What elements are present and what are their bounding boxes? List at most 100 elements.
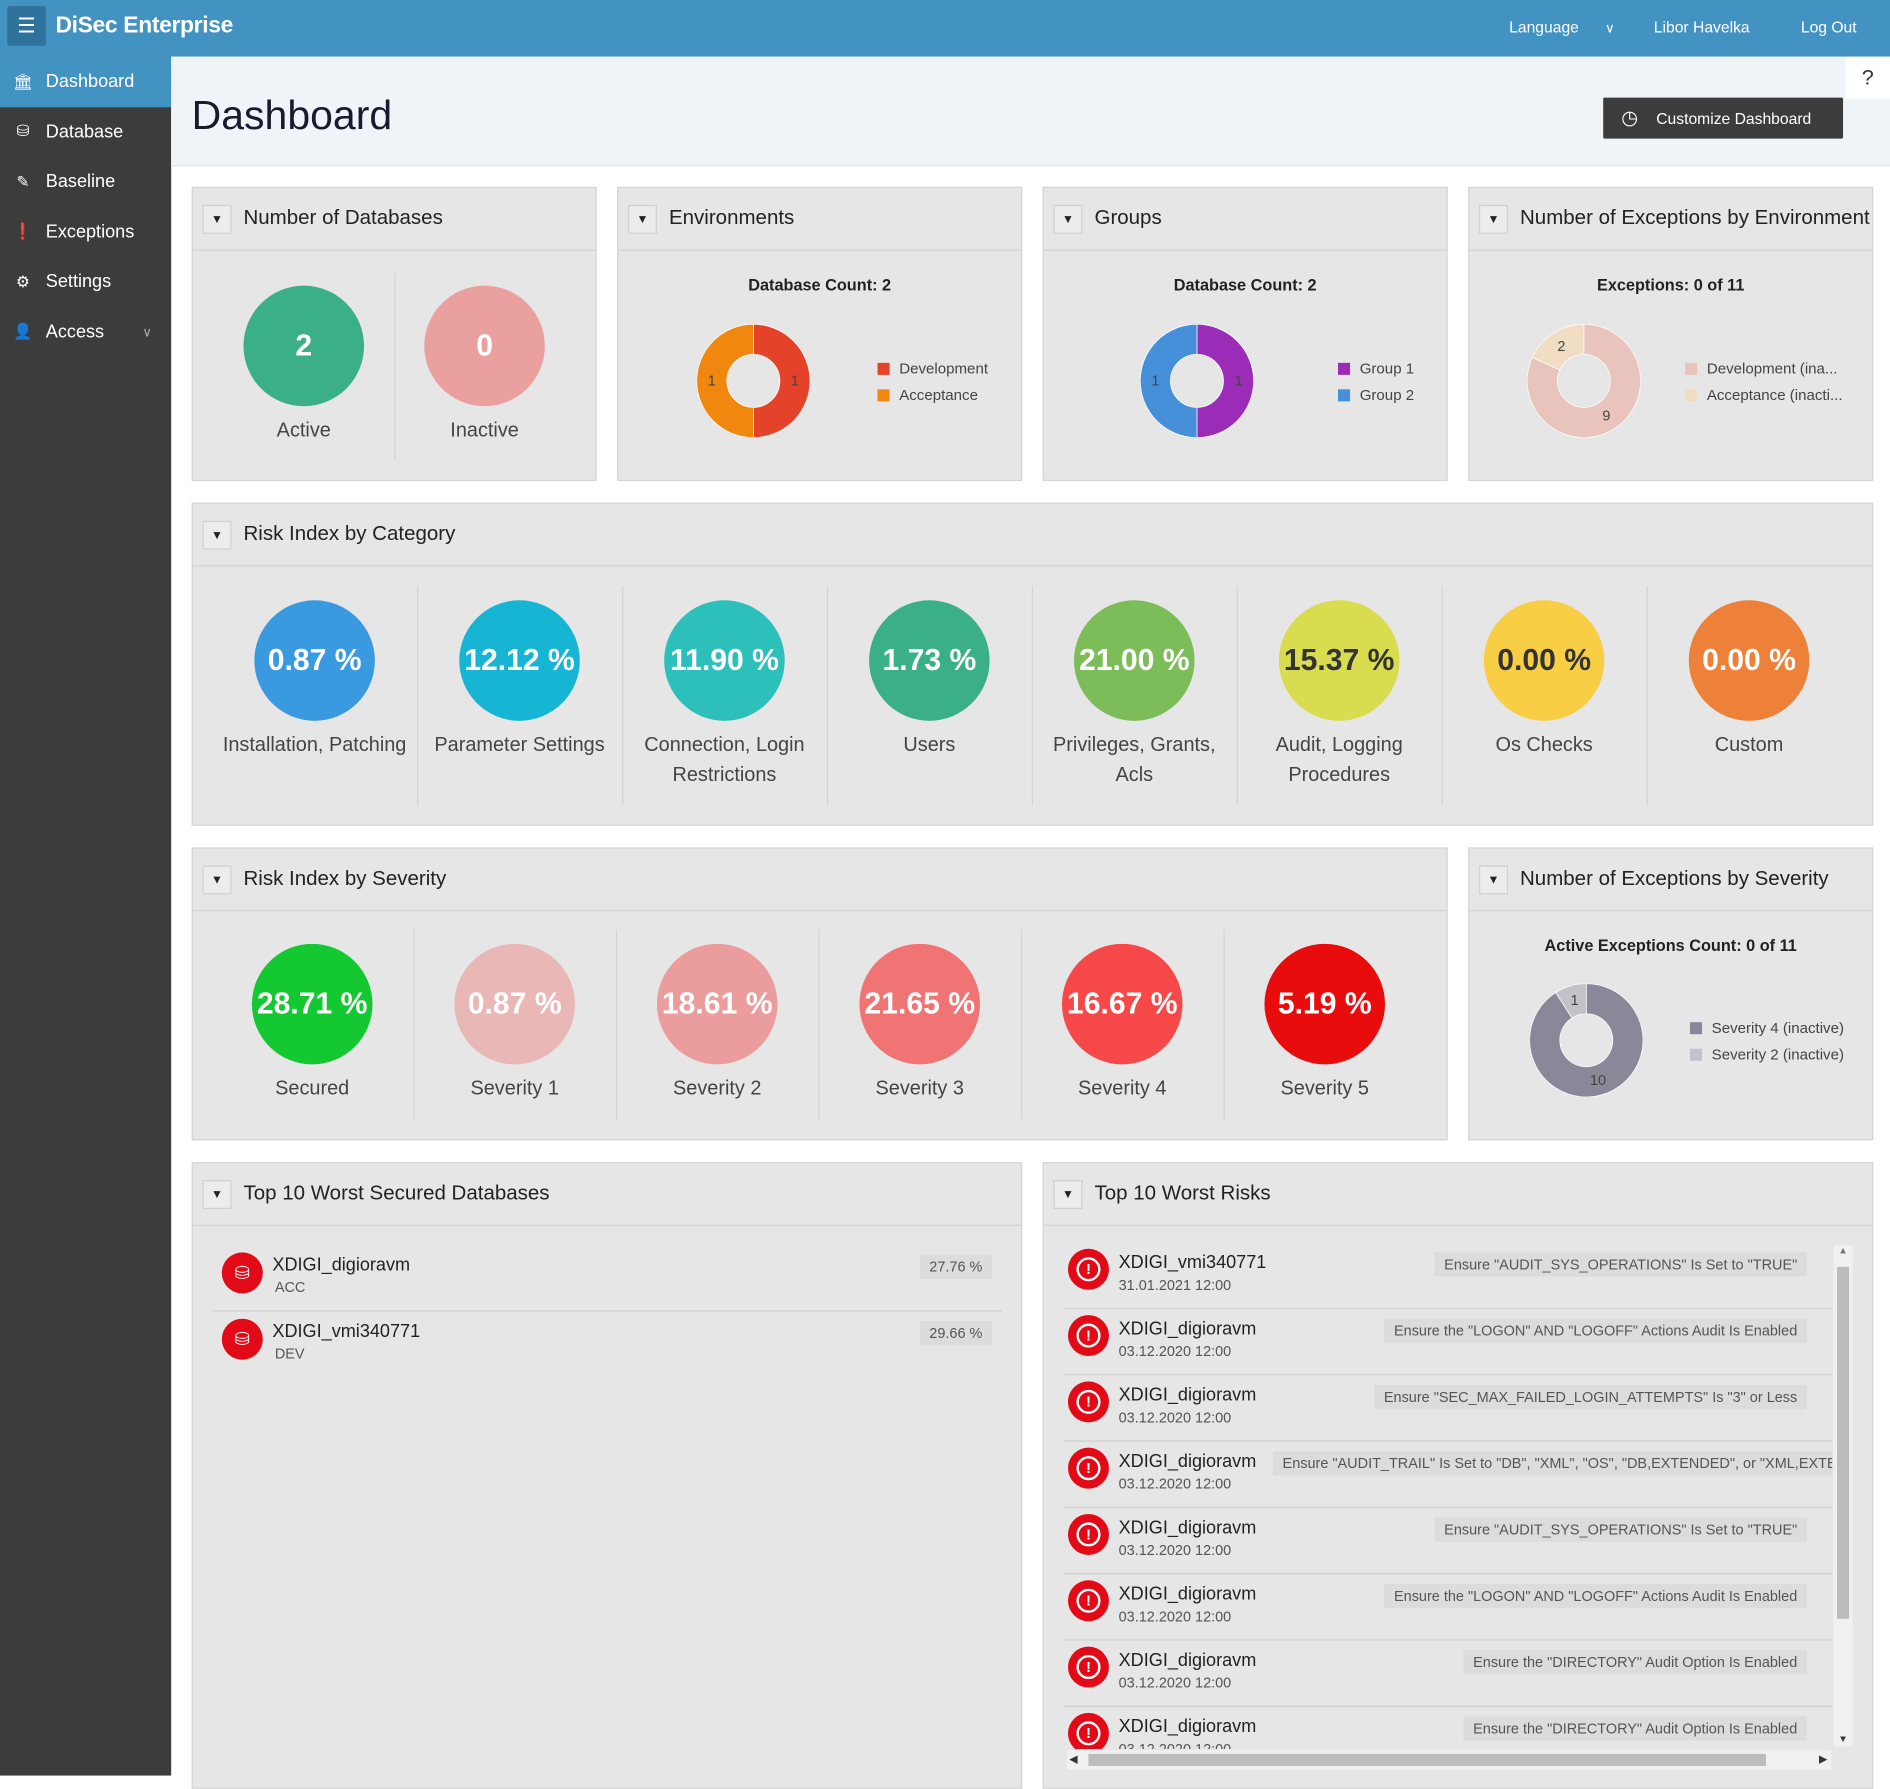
user-lock-icon: 👤 [13, 322, 33, 341]
collapse-toggle-caret-icon[interactable]: ▼ [1479, 204, 1508, 234]
card-worst-risks: ▼ Top 10 Worst Risks ! XDIGI_vmi340771 3… [1042, 1162, 1874, 1789]
risk-severity-circle[interactable]: 21.65 % [859, 943, 980, 1065]
page-header: Dashboard ? ◷ Customize Dashboard [171, 56, 1890, 167]
legend-label: Severity 4 (inactive) [1711, 1019, 1844, 1037]
risk-row[interactable]: ! XDIGI_digioravm 03.12.2020 12:00 Ensur… [1063, 1508, 1833, 1575]
collapse-toggle-caret-icon[interactable]: ▼ [202, 204, 232, 234]
chart-title: Database Count: 2 [1173, 276, 1317, 295]
risk-row[interactable]: ! XDIGI_vmi340771 31.01.2021 12:00 Ensur… [1063, 1243, 1833, 1310]
vertical-scroll-thumb[interactable] [1837, 1266, 1850, 1619]
card-header: ▼ Risk Index by Severity [192, 849, 1447, 912]
sidebar-item-access[interactable]: 👤 Access ∨ [0, 307, 171, 357]
collapse-toggle-caret-icon[interactable]: ▼ [202, 865, 232, 895]
menu-toggle-button[interactable]: ☰ [7, 6, 46, 46]
scroll-down-arrow-icon[interactable]: ▼ [1838, 1733, 1848, 1745]
collapse-toggle-caret-icon[interactable]: ▼ [1053, 1180, 1083, 1210]
donut-chart: 92 [1527, 324, 1641, 438]
donut-slice[interactable] [1555, 983, 1587, 1019]
risk-percentage-badge: 27.76 % [919, 1254, 993, 1279]
legend-item[interactable]: Severity 2 (inactive) [1689, 1046, 1844, 1063]
risk-category-circle[interactable]: 0.87 % [254, 600, 375, 721]
database-name: XDIGI_vmi340771 [272, 1321, 421, 1342]
customize-dashboard-button[interactable]: ◷ Customize Dashboard [1603, 97, 1844, 139]
sidebar-item-baseline[interactable]: ✎ Baseline [0, 157, 171, 207]
card-header: ▼ Number of Exceptions by Severity [1469, 849, 1872, 912]
risk-date: 31.01.2021 12:00 [1118, 1276, 1232, 1294]
risk-category-circle[interactable]: 21.00 % [1074, 600, 1195, 721]
risk-percentage-badge: 29.66 % [919, 1321, 993, 1346]
risk-severity-label: Severity 4 [1078, 1077, 1167, 1100]
risk-date: 03.12.2020 12:00 [1118, 1475, 1232, 1493]
user-name-link[interactable]: Libor Havelka [1653, 18, 1750, 37]
donut-slice[interactable] [1527, 324, 1641, 438]
legend-item[interactable]: Development [877, 360, 988, 377]
risk-category-label: Connection, Login Restrictions [644, 734, 805, 786]
risk-row[interactable]: ! XDIGI_digioravm 03.12.2020 12:00 Ensur… [1063, 1309, 1833, 1376]
donut-slice[interactable] [1529, 983, 1643, 1097]
legend-item[interactable]: Group 1 [1337, 360, 1414, 377]
risk-severity-circle[interactable]: 28.71 % [251, 943, 373, 1065]
legend-item[interactable]: Acceptance [877, 387, 978, 404]
risk-severity-circle[interactable]: 16.67 % [1061, 943, 1183, 1065]
collapse-toggle-caret-icon[interactable]: ▼ [202, 520, 232, 550]
language-dropdown[interactable]: Language ∨ [1509, 18, 1615, 36]
horizontal-scroll-thumb[interactable] [1088, 1753, 1766, 1766]
risk-severity-circle[interactable]: 5.19 % [1264, 943, 1386, 1065]
risk-row[interactable]: ! XDIGI_digioravm 03.12.2020 12:00 Ensur… [1063, 1641, 1833, 1707]
help-button[interactable]: ? [1845, 56, 1890, 99]
donut-slice[interactable] [1196, 324, 1254, 438]
risk-title-badge: Ensure the "LOGON" AND "LOGOFF" Actions … [1384, 1583, 1807, 1609]
card-environments: ▼ Environments Database Count: 2 1 1 Develo… [617, 186, 1023, 481]
risk-severity-circle[interactable]: 18.61 % [656, 943, 778, 1065]
scroll-up-arrow-icon[interactable]: ▲ [1838, 1245, 1848, 1257]
sidebar-item-database[interactable]: ⛁ Database [0, 107, 171, 157]
database-row[interactable]: ⛁ XDIGI_vmi340771 DEV 29.66 % [212, 1311, 1002, 1377]
risk-category-circle[interactable]: 12.12 % [459, 600, 580, 721]
risk-row[interactable]: ! XDIGI_digioravm 03.12.2020 12:00 Ensur… [1063, 1375, 1833, 1442]
donut-slice[interactable] [1140, 324, 1198, 438]
legend-item[interactable]: Severity 4 (inactive) [1689, 1019, 1844, 1037]
collapse-toggle-caret-icon[interactable]: ▼ [202, 1180, 232, 1210]
chart-title: Database Count: 2 [748, 276, 892, 295]
risk-category-circle[interactable]: 0.00 % [1483, 600, 1605, 721]
divider [413, 929, 415, 1120]
risk-category-circle[interactable]: 0.00 % [1688, 600, 1810, 721]
sidebar-item-settings[interactable]: ⚙ Settings [0, 257, 171, 307]
donut-slice[interactable] [696, 324, 754, 438]
legend-item[interactable]: Acceptance (inacti... [1685, 387, 1843, 404]
card-title: Number of Exceptions by Environment [1520, 206, 1870, 230]
horizontal-scrollbar[interactable]: ◀ ▶ [1066, 1750, 1832, 1770]
risk-severity-label: Severity 2 [672, 1077, 762, 1100]
scroll-left-arrow-icon[interactable]: ◀ [1069, 1752, 1078, 1765]
risk-row[interactable]: ! XDIGI_digioravm 03.12.2020 12:00 Ensur… [1063, 1442, 1833, 1508]
database-name: XDIGI_digioravm [1118, 1583, 1257, 1605]
database-row[interactable]: ⛁ XDIGI_digioravm ACC 27.76 % [212, 1245, 1002, 1312]
risk-value: 12.12 % [464, 643, 575, 677]
scroll-right-arrow-icon[interactable]: ▶ [1819, 1752, 1828, 1765]
slice-value-label: 2 [1557, 339, 1565, 355]
collapse-toggle-caret-icon[interactable]: ▼ [628, 204, 657, 234]
metric-circle-active[interactable]: 2 [243, 285, 365, 407]
risk-category-circle[interactable]: 15.37 % [1278, 600, 1400, 721]
exclamation-circle-icon: ! [1067, 1580, 1109, 1622]
speedometer-icon: ◷ [1621, 108, 1639, 129]
risk-row[interactable]: ! XDIGI_digioravm 03.12.2020 12:00 Ensur… [1063, 1574, 1833, 1641]
exclamation-circle-icon: ! [1067, 1315, 1109, 1357]
donut-slice[interactable] [753, 324, 811, 438]
collapse-toggle-caret-icon[interactable]: ▼ [1053, 204, 1083, 234]
risk-date: 03.12.2020 12:00 [1118, 1740, 1232, 1750]
logout-link[interactable]: Log Out [1800, 18, 1857, 37]
legend-item[interactable]: Development (ina... [1685, 360, 1838, 377]
risk-category-circle[interactable]: 1.73 % [869, 600, 990, 721]
risk-category-circle[interactable]: 11.90 % [664, 600, 785, 721]
vertical-scrollbar[interactable]: ▲ ▼ [1833, 1245, 1853, 1747]
collapse-toggle-caret-icon[interactable]: ▼ [1479, 865, 1508, 895]
risk-severity-circle[interactable]: 0.87 % [454, 943, 575, 1065]
risk-row[interactable]: ! XDIGI_digioravm 03.12.2020 12:00 Ensur… [1063, 1707, 1832, 1750]
slice-value-label: 10 [1590, 1073, 1606, 1089]
sidebar-item-dashboard[interactable]: 🏛 Dashboard [0, 56, 172, 107]
metric-circle-inactive[interactable]: 0 [424, 285, 545, 407]
donut-slice[interactable] [1531, 324, 1585, 371]
legend-item[interactable]: Group 2 [1337, 387, 1414, 404]
sidebar-item-exceptions[interactable]: ❗ Exceptions [0, 207, 171, 257]
